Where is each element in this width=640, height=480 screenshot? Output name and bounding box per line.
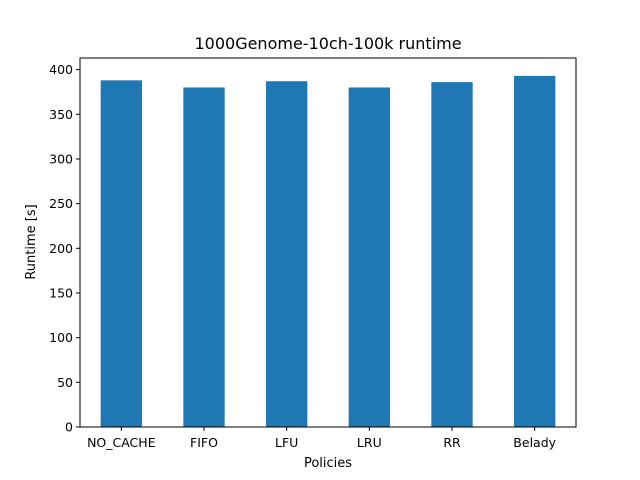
bar-belady bbox=[514, 75, 556, 427]
y-tick-label-50: 50 bbox=[57, 375, 73, 390]
y-tick-label-400: 400 bbox=[49, 62, 73, 77]
y-tick-label-150: 150 bbox=[49, 285, 73, 300]
y-tick-label-350: 350 bbox=[49, 107, 73, 122]
x-axis-label: Policies bbox=[304, 456, 352, 471]
plot-frame bbox=[79, 57, 577, 428]
y-tick-label-0: 0 bbox=[65, 420, 73, 435]
x-tick-label-lfu: LFU bbox=[275, 435, 298, 450]
x-tick-label-rr: RR bbox=[443, 435, 461, 450]
x-tick-label-lru: LRU bbox=[357, 435, 382, 450]
x-axis-ticks: NO_CACHE FIFO LFU LRU RR Belady bbox=[87, 427, 557, 450]
bars-group bbox=[100, 75, 556, 428]
bar-lru bbox=[348, 87, 390, 428]
y-tick-label-200: 200 bbox=[49, 241, 73, 256]
chart-title: 1000Genome-10ch-100k runtime bbox=[194, 34, 461, 53]
bar-fifo bbox=[183, 87, 225, 428]
bar-rr bbox=[431, 82, 473, 428]
y-tick-label-250: 250 bbox=[49, 196, 73, 211]
y-axis-label: Runtime [s] bbox=[24, 204, 39, 279]
x-tick-label-belady: Belady bbox=[513, 435, 556, 450]
x-tick-label-no-cache: NO_CACHE bbox=[87, 435, 156, 450]
y-axis-ticks: 0 50 100 150 200 250 300 350 400 bbox=[49, 62, 80, 435]
bar-lfu bbox=[266, 81, 308, 427]
x-tick-label-fifo: FIFO bbox=[190, 435, 218, 450]
bar-no-cache bbox=[100, 80, 142, 428]
y-tick-label-300: 300 bbox=[49, 151, 73, 166]
y-tick-label-100: 100 bbox=[49, 330, 73, 345]
